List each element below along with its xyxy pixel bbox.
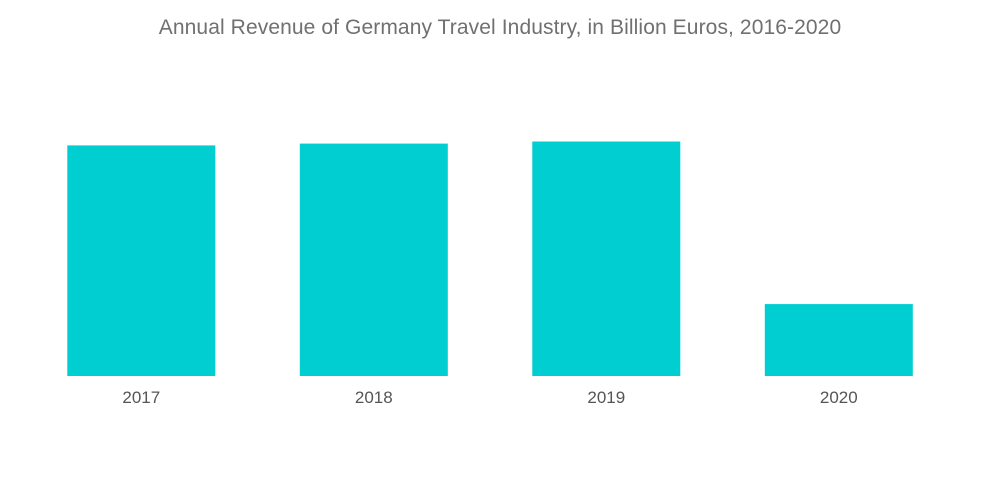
bar-2018 [299, 143, 448, 376]
x-tick-label-2020: 2020 [820, 388, 858, 407]
bar-2019 [532, 141, 681, 376]
x-tick-label-2018: 2018 [355, 388, 393, 407]
bars-group [67, 141, 913, 376]
bar-2017 [67, 145, 216, 376]
bar-2020 [764, 304, 913, 376]
x-axis-ticks: 2017 2018 2019 2020 [122, 388, 857, 407]
x-tick-label-2017: 2017 [122, 388, 160, 407]
x-tick-label-2019: 2019 [587, 388, 625, 407]
chart-title: Annual Revenue of Germany Travel Industr… [158, 16, 842, 39]
